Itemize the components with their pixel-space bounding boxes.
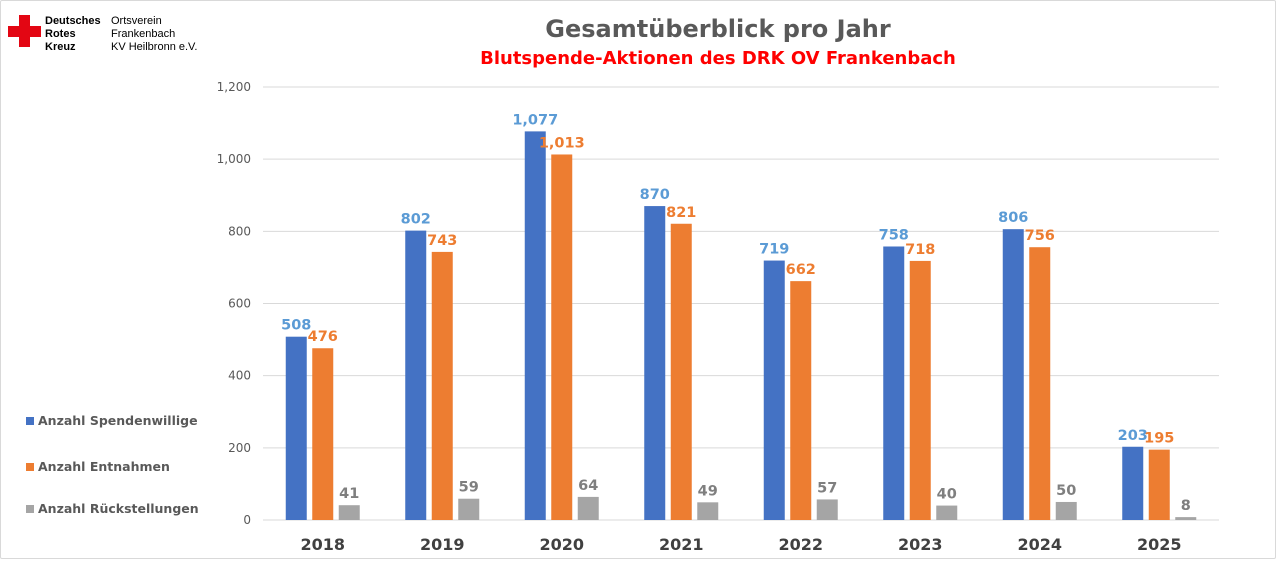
- data-label: 49: [698, 483, 718, 499]
- bar: [431, 251, 453, 521]
- legend-swatch: [26, 505, 34, 513]
- data-label: 806: [998, 210, 1028, 226]
- legend-label: Anzahl Entnahmen: [38, 459, 170, 474]
- y-tick-label: 1,200: [217, 80, 251, 94]
- data-label: 743: [427, 233, 457, 249]
- bar: [1002, 229, 1024, 520]
- logo-org-line: Deutsches: [45, 15, 101, 27]
- bar: [312, 348, 334, 520]
- data-label: 203: [1118, 428, 1148, 444]
- bar: [285, 336, 307, 520]
- legend-label: Anzahl Rückstellungen: [38, 501, 199, 516]
- data-label: 719: [759, 242, 789, 258]
- chart-title: Gesamtüberblick pro Jahr: [545, 15, 891, 43]
- logo-unit-line: KV Heilbronn e.V.: [111, 41, 198, 53]
- legend-swatch: [26, 417, 34, 425]
- data-label: 40: [937, 487, 957, 503]
- legend-label: Anzahl Spendenwillige: [38, 413, 198, 428]
- y-tick-label: 1,000: [217, 152, 251, 166]
- data-label: 1,013: [539, 135, 585, 151]
- x-tick-label: 2019: [420, 535, 465, 554]
- x-tick-label: 2023: [898, 535, 943, 554]
- data-label: 8: [1181, 498, 1191, 514]
- x-tick-label: 2022: [778, 535, 823, 554]
- data-label: 870: [640, 187, 670, 203]
- bar: [763, 260, 785, 520]
- bar: [790, 281, 812, 520]
- bar: [644, 206, 666, 520]
- data-label: 50: [1056, 483, 1076, 499]
- red-cross-icon: [8, 15, 41, 47]
- drk-logo: Deutsches Rotes Kreuz Ortsverein Franken…: [7, 13, 197, 54]
- y-tick-label: 600: [228, 297, 251, 311]
- legend-item-spendenwillige: Anzahl Spendenwillige: [26, 413, 198, 428]
- bar: [338, 505, 360, 520]
- legend-item-entnahmen: Anzahl Entnahmen: [26, 459, 170, 474]
- bar: [883, 246, 905, 520]
- data-label: 41: [339, 486, 359, 502]
- x-tick-label: 2020: [539, 535, 584, 554]
- chart-subtitle: Blutspende-Aktionen des DRK OV Frankenba…: [480, 48, 956, 69]
- data-label: 476: [308, 329, 338, 345]
- bar: [909, 260, 931, 520]
- logo-org-name: Deutsches Rotes Kreuz: [45, 15, 101, 54]
- bar: [577, 496, 599, 520]
- bar: [697, 502, 719, 520]
- y-tick-label: 800: [228, 224, 251, 238]
- data-label: 57: [817, 480, 837, 496]
- data-label: 662: [786, 262, 816, 278]
- data-label: 821: [666, 205, 696, 221]
- legend-item-rueckstellungen: Anzahl Rückstellungen: [26, 501, 199, 516]
- data-label: 802: [401, 212, 431, 228]
- y-tick-label: 200: [228, 441, 251, 455]
- x-tick-label: 2024: [1017, 535, 1062, 554]
- data-label: 59: [459, 480, 479, 496]
- data-label: 508: [281, 318, 311, 334]
- logo-unit-line: Ortsverein: [111, 15, 162, 27]
- bar: [551, 154, 573, 520]
- bar: [1122, 446, 1144, 520]
- y-tick-label: 400: [228, 369, 251, 383]
- x-tick-label: 2018: [300, 535, 345, 554]
- data-label: 718: [905, 242, 935, 258]
- bar: [670, 223, 692, 520]
- bar: [524, 131, 546, 520]
- logo-unit-name: Ortsverein Frankenbach KV Heilbronn e.V.: [111, 15, 197, 54]
- y-tick-label: 0: [243, 513, 251, 527]
- data-label: 758: [879, 227, 909, 243]
- x-tick-label: 2025: [1137, 535, 1182, 554]
- bar: [1148, 449, 1170, 520]
- logo-unit-line: Frankenbach: [111, 28, 176, 40]
- bar: [405, 230, 427, 520]
- bar: [1175, 517, 1197, 520]
- data-label: 64: [578, 478, 598, 494]
- bar: [1029, 247, 1051, 520]
- bar: [816, 499, 838, 520]
- bar: [1055, 501, 1077, 520]
- logo-org-line: Rotes: [45, 28, 76, 40]
- legend-swatch: [26, 463, 34, 471]
- data-label: 756: [1025, 228, 1055, 244]
- x-tick-label: 2021: [659, 535, 704, 554]
- data-label: 1,077: [512, 112, 558, 128]
- bar: [936, 505, 958, 520]
- bar: [458, 498, 480, 520]
- data-label: 195: [1144, 431, 1174, 447]
- logo-org-line: Kreuz: [45, 41, 76, 53]
